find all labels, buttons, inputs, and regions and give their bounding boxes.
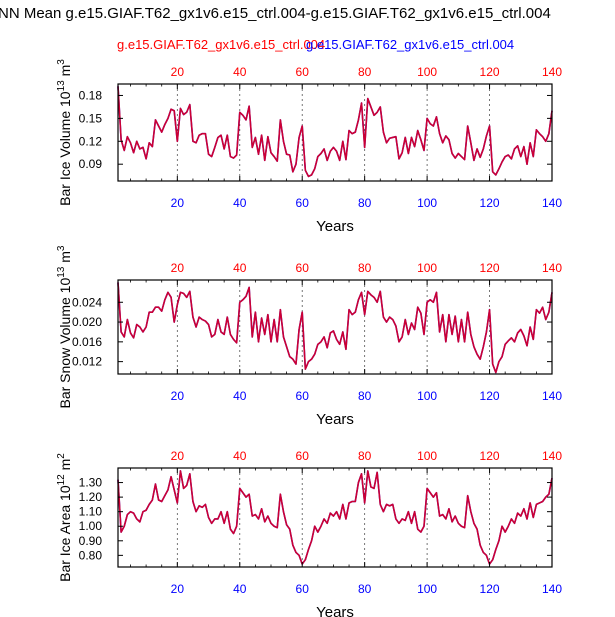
panel3-xtick-label-bottom: 60 xyxy=(296,582,310,596)
panel1-ytick-label: 0.18 xyxy=(79,88,103,102)
panel1-xtick-label-top: 60 xyxy=(296,65,310,79)
panel3-ytick-label: 1.20 xyxy=(79,490,103,504)
panel3-xtick-label-bottom: 80 xyxy=(358,582,372,596)
panel3-ytick-label: 1.30 xyxy=(79,476,103,490)
legend-case2-label: g.e15.GIAF.T62_gx1v6.e15_ctrl.004 xyxy=(306,37,515,52)
panel3-xtick-label-bottom: 100 xyxy=(417,582,437,596)
panel2-xaxis-title: Years xyxy=(316,411,354,428)
panel3-xtick-label-top: 100 xyxy=(417,449,437,463)
panel2-ytick-label: 0.024 xyxy=(72,295,102,309)
panel3-xtick-label-bottom: 40 xyxy=(233,582,247,596)
panel3-plot-frame xyxy=(117,467,553,568)
panel2-ytick-label: 0.020 xyxy=(72,315,102,329)
panel2-xtick-label-bottom: 140 xyxy=(542,389,562,403)
panel1-xtick-label-top: 20 xyxy=(171,65,185,79)
panel1-xtick-label-bottom: 60 xyxy=(296,196,310,210)
panel2-yaxis-title-part: Bar Snow Volume 10 xyxy=(57,278,73,409)
panel1-yaxis-title-part: 3 xyxy=(56,59,67,65)
panel2-yaxis-title-part: m xyxy=(57,251,73,267)
panel3-xtick-label-bottom: 120 xyxy=(480,582,500,596)
panel3-yaxis-title: Bar Ice Area 1012 m2 xyxy=(56,453,73,582)
panel2-xtick-label-top: 100 xyxy=(417,261,437,275)
panel2-xtick-label-top: 40 xyxy=(233,261,247,275)
panel2-xtick-label-bottom: 20 xyxy=(171,389,185,403)
panel2-yaxis-title: Bar Snow Volume 1013 m3 xyxy=(56,245,73,408)
panel2-xtick-label-bottom: 100 xyxy=(417,389,437,403)
panel2-series-case1-line xyxy=(117,282,553,374)
panel1-ytick-label: 0.15 xyxy=(79,111,103,125)
panel1-xtick-label-bottom: 100 xyxy=(417,196,437,210)
panel3-xtick-label-top: 120 xyxy=(480,449,500,463)
panel3-xtick-label-bottom: 20 xyxy=(171,582,185,596)
panel1-yaxis-title-part: Bar Ice Volume 10 xyxy=(57,91,73,206)
panel3-xaxis-title: Years xyxy=(316,604,354,617)
panel3-xtick-label-top: 20 xyxy=(171,449,185,463)
panel1-yaxis-title: Bar Ice Volume 1013 m3 xyxy=(56,59,73,206)
panel2-xtick-label-top: 140 xyxy=(542,261,562,275)
panel2-xtick-label-top: 120 xyxy=(480,261,500,275)
panel2-ytick-label: 0.016 xyxy=(72,335,102,349)
panel3-ytick-label: 0.80 xyxy=(79,548,103,562)
panel1-xtick-label-top: 40 xyxy=(233,65,247,79)
panel1-ytick-label: 0.12 xyxy=(79,134,103,148)
panel1-xtick-label-top: 140 xyxy=(542,65,562,79)
panel1-xtick-label-top: 120 xyxy=(480,65,500,79)
panel1-plot-frame xyxy=(117,83,553,182)
panel3-xtick-label-top: 60 xyxy=(296,449,310,463)
panel1-xtick-label-top: 80 xyxy=(358,65,372,79)
panel1-series-case2-line xyxy=(117,86,553,178)
panel3-yaxis-title-part: m xyxy=(57,459,73,475)
panel3-yaxis-title-part: 12 xyxy=(56,474,67,486)
panel3-ytick-label: 0.90 xyxy=(79,534,103,548)
panel2-xtick-label-bottom: 60 xyxy=(296,389,310,403)
panel1-yaxis-title-part: m xyxy=(57,65,73,81)
panel3-yaxis-title-part: 2 xyxy=(56,453,67,459)
panel3-ytick-label: 1.10 xyxy=(79,505,103,519)
panel2-xtick-label-top: 60 xyxy=(296,261,310,275)
panel1-xaxis-title: Years xyxy=(316,218,354,235)
panel2-plot-frame xyxy=(117,279,553,375)
panel1-xtick-label-bottom: 40 xyxy=(233,196,247,210)
panel3-xtick-label-top: 40 xyxy=(233,449,247,463)
panel2-xtick-label-bottom: 80 xyxy=(358,389,372,403)
panel3-series-case1-line xyxy=(117,470,553,565)
panel3-ytick-label: 1.00 xyxy=(79,519,103,533)
panel2-yaxis-title-part: 13 xyxy=(56,266,67,278)
panel2-xtick-label-top: 20 xyxy=(171,261,185,275)
panel1-series-case1-line xyxy=(117,86,553,178)
panel2-xtick-label-bottom: 120 xyxy=(480,389,500,403)
panel1-xtick-label-bottom: 80 xyxy=(358,196,372,210)
panel1-xtick-label-top: 100 xyxy=(417,65,437,79)
panel3-xtick-label-bottom: 140 xyxy=(542,582,562,596)
panel2-ytick-label: 0.012 xyxy=(72,355,102,369)
panel2-xtick-label-top: 80 xyxy=(358,261,372,275)
panel2-yaxis-title-part: 3 xyxy=(56,245,67,251)
panel3-xtick-label-top: 80 xyxy=(358,449,372,463)
panel1-xtick-label-bottom: 140 xyxy=(542,196,562,210)
figure-title: ANN Mean g.e15.GIAF.T62_gx1v6.e15_ctrl.0… xyxy=(0,5,551,22)
panel1-yaxis-title-part: 13 xyxy=(56,80,67,92)
panel2-xtick-label-bottom: 40 xyxy=(233,389,247,403)
panel3-xtick-label-top: 140 xyxy=(542,449,562,463)
panel1-ytick-label: 0.09 xyxy=(79,157,103,171)
panel1-xtick-label-bottom: 20 xyxy=(171,196,185,210)
panel1-xtick-label-bottom: 120 xyxy=(480,196,500,210)
legend-case1-label: g.e15.GIAF.T62_gx1v6.e15_ctrl.004 xyxy=(117,37,326,52)
panel3-yaxis-title-part: Bar Ice Area 10 xyxy=(57,485,73,582)
